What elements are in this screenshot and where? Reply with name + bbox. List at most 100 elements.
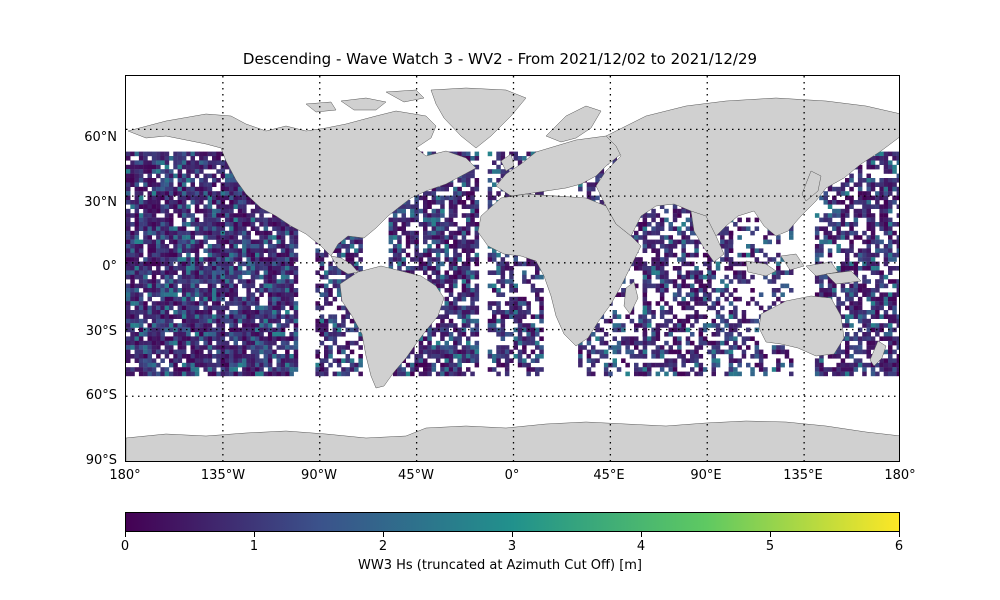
swath-cell [647, 318, 652, 324]
swath-cell [229, 230, 234, 236]
swath-cell [181, 164, 187, 170]
swath-cell [578, 358, 583, 363]
swath-cell [212, 217, 217, 223]
swath-cell [685, 327, 691, 333]
swath-cell [349, 349, 355, 355]
swath-cell [212, 345, 217, 350]
swath-cell [126, 354, 131, 359]
swath-cell [242, 318, 247, 324]
swath-cell [513, 336, 518, 341]
swath-cell [840, 367, 846, 372]
swath-cell [616, 323, 622, 328]
swath-cell [280, 270, 286, 275]
swath-cell [186, 314, 191, 319]
swath-cell [255, 327, 260, 333]
swath-cell [169, 336, 174, 341]
swath-cell [237, 358, 243, 363]
swath-cell [138, 151, 144, 157]
swath-cell [156, 169, 161, 174]
swath-cell [405, 252, 411, 258]
swath-cell [659, 270, 665, 275]
swath-cell [229, 186, 234, 192]
swath-cell [832, 235, 837, 240]
swath-cell [229, 235, 234, 240]
swath-cell [130, 340, 135, 346]
swath-cell [677, 354, 682, 359]
swath-cell [504, 252, 510, 258]
swath-cell [324, 349, 329, 355]
swath-cell [715, 358, 721, 363]
swath-cell [832, 367, 837, 372]
swath-cell [255, 217, 260, 223]
swath-cell [285, 244, 290, 249]
swath-cell [461, 305, 467, 311]
swath-cell [190, 186, 195, 192]
swath-cell [328, 318, 333, 324]
swath-cell [431, 230, 437, 236]
swath-cell [474, 230, 480, 236]
swath-cell [448, 358, 454, 363]
swath-cell [143, 182, 148, 187]
swath-cell [474, 257, 480, 262]
swath-cell [194, 327, 200, 333]
swath-cell [336, 288, 342, 293]
swath-cell [212, 274, 217, 280]
swath-cell [160, 248, 165, 253]
swath-cell [410, 257, 415, 262]
swath-cell [642, 345, 648, 350]
swath-cell [720, 239, 725, 245]
swath-cell [642, 292, 648, 297]
swath-cell [819, 195, 824, 201]
swath-cell [224, 354, 230, 359]
swath-cell [733, 274, 738, 280]
swath-cell [690, 274, 695, 280]
swath-cell [164, 186, 170, 192]
swath-cell [685, 208, 691, 214]
swath-cell [655, 270, 661, 275]
swath-cell [690, 292, 695, 297]
swath-cell [728, 301, 734, 306]
swath-cell [220, 191, 226, 196]
swath-cell [595, 349, 600, 355]
swath-cell [246, 239, 251, 245]
swath-cell [651, 257, 656, 262]
swath-cell [181, 345, 187, 350]
swath-cell [461, 310, 467, 315]
swath-cell [509, 270, 514, 275]
swath-cell [724, 296, 729, 302]
swath-cell [237, 217, 243, 223]
swath-cell [272, 336, 277, 341]
swath-cell [220, 310, 226, 315]
swath-cell [866, 257, 871, 262]
swath-cell [586, 336, 592, 341]
swath-cell [336, 358, 342, 363]
swath-cell [164, 252, 170, 258]
swath-cell [315, 283, 320, 289]
swath-cell [134, 296, 140, 302]
swath-cell [866, 191, 871, 196]
swath-cell [418, 362, 424, 368]
swath-cell [862, 292, 867, 297]
swath-cell [681, 222, 686, 227]
swath-cell [435, 252, 441, 258]
swath-cell [664, 274, 669, 280]
swath-cell [181, 323, 187, 328]
swath-cell [216, 314, 221, 319]
swath-cell [474, 226, 480, 231]
swath-cell [621, 292, 626, 297]
swath-cell [444, 367, 449, 372]
swath-cell [642, 217, 648, 223]
swath-cell [513, 156, 518, 161]
swath-cell [151, 191, 157, 196]
swath-cell [453, 191, 458, 196]
swath-cell [780, 362, 785, 368]
swath-cell [194, 244, 200, 249]
swath-cell [647, 244, 652, 249]
swath-cell [392, 213, 398, 218]
swath-cell [440, 208, 445, 214]
swath-cell [147, 349, 152, 355]
swath-cell [474, 274, 480, 280]
swath-cell [272, 248, 277, 253]
swath-cell [143, 204, 148, 209]
swath-cell [324, 318, 329, 324]
